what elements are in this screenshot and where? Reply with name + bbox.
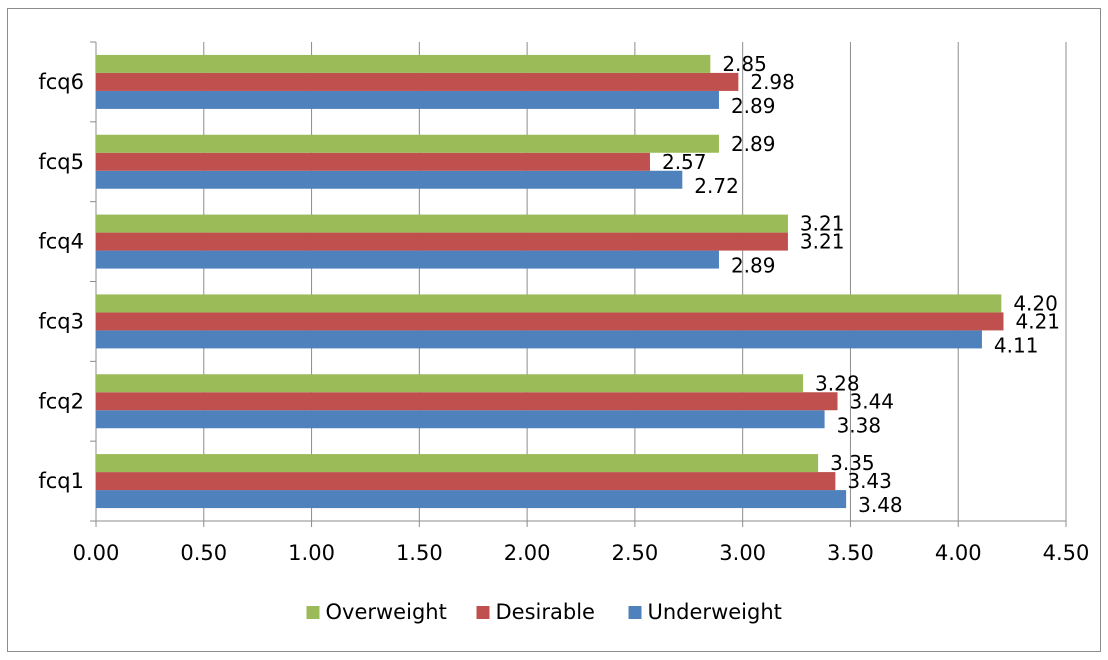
x-tick-label: 2.00 (504, 541, 551, 565)
bar-underweight (96, 490, 847, 509)
bar-desirable (96, 152, 650, 171)
legend: Overweight Desirable Underweight (306, 600, 782, 624)
legend-label-overweight: Overweight (326, 600, 447, 624)
data-label-overweight: 3.21 (800, 212, 845, 236)
chart-frame: 0.00 0.50 1.00 1.50 2.00 2.50 3.00 3.50 4.00 4.50… (7, 8, 1101, 652)
legend-swatch-overweight (306, 606, 320, 619)
data-label-underweight: 2.89 (731, 94, 776, 118)
category-label: fcq2 (38, 389, 84, 413)
bar-underweight (96, 410, 825, 429)
x-tick-label: 3.00 (719, 541, 766, 565)
bar-overweight (96, 294, 1002, 313)
bar-desirable (96, 72, 739, 91)
data-label-overweight: 3.28 (815, 371, 860, 395)
bar-desirable (96, 392, 838, 411)
bar-overweight (96, 214, 788, 233)
data-label-overweight: 3.35 (830, 451, 875, 475)
bar-desirable (96, 232, 788, 251)
bar-chart: 0.00 0.50 1.00 1.50 2.00 2.50 3.00 3.50 4.00 4.50… (38, 41, 1090, 624)
x-tick-label: 0.50 (180, 541, 227, 565)
data-label-desirable: 3.21 (800, 230, 845, 254)
bar-overweight (96, 134, 719, 153)
legend-label-underweight: Underweight (648, 600, 782, 624)
legend-swatch-desirable (476, 606, 490, 619)
x-tick-label: 1.50 (396, 541, 443, 565)
bars (96, 54, 1004, 509)
category-label: fcq4 (38, 230, 84, 254)
x-tick-label: 3.50 (827, 541, 874, 565)
x-tick-label: 4.50 (1043, 541, 1090, 565)
category-label: fcq3 (38, 309, 84, 333)
data-label-overweight: 4.20 (1013, 291, 1058, 315)
category-label: fcq1 (38, 469, 84, 493)
axes: 0.00 0.50 1.00 1.50 2.00 2.50 3.00 3.50 4.00 4.50… (38, 41, 1090, 565)
x-tick-label: 4.00 (935, 541, 982, 565)
data-label-underweight: 3.48 (858, 493, 903, 517)
x-tick-label: 1.00 (288, 541, 335, 565)
x-tick-label: 0.00 (73, 541, 120, 565)
bar-overweight (96, 374, 804, 393)
data-label-underweight: 4.11 (994, 333, 1039, 357)
category-label: fcq5 (38, 150, 84, 174)
data-label-desirable: 2.98 (750, 70, 795, 94)
data-label-desirable: 3.44 (850, 389, 895, 413)
bar-underweight (96, 90, 719, 109)
bar-overweight (96, 454, 819, 473)
data-label-underweight: 2.72 (694, 174, 739, 198)
bar-desirable (96, 472, 836, 491)
x-tick-label: 2.50 (612, 541, 659, 565)
data-label-desirable: 2.57 (662, 150, 707, 174)
data-label-underweight: 3.38 (837, 413, 882, 437)
legend-swatch-underweight (628, 606, 642, 619)
gridlines (203, 42, 1067, 521)
data-label-underweight: 2.89 (731, 254, 776, 278)
data-label-overweight: 2.85 (722, 52, 767, 76)
legend-label-desirable: Desirable (496, 600, 595, 624)
bar-desirable (96, 312, 1004, 331)
data-label-desirable: 3.43 (847, 469, 892, 493)
bar-underweight (96, 250, 719, 269)
bar-overweight (96, 54, 711, 73)
category-label: fcq6 (38, 70, 84, 94)
data-labels: 3.483.433.35 3.383.443.28 4.114.214.20 2.89… (662, 52, 1060, 517)
data-label-desirable: 4.21 (1015, 309, 1060, 333)
data-label-overweight: 2.89 (731, 132, 776, 156)
bar-underweight (96, 330, 982, 349)
bar-underweight (96, 170, 683, 189)
